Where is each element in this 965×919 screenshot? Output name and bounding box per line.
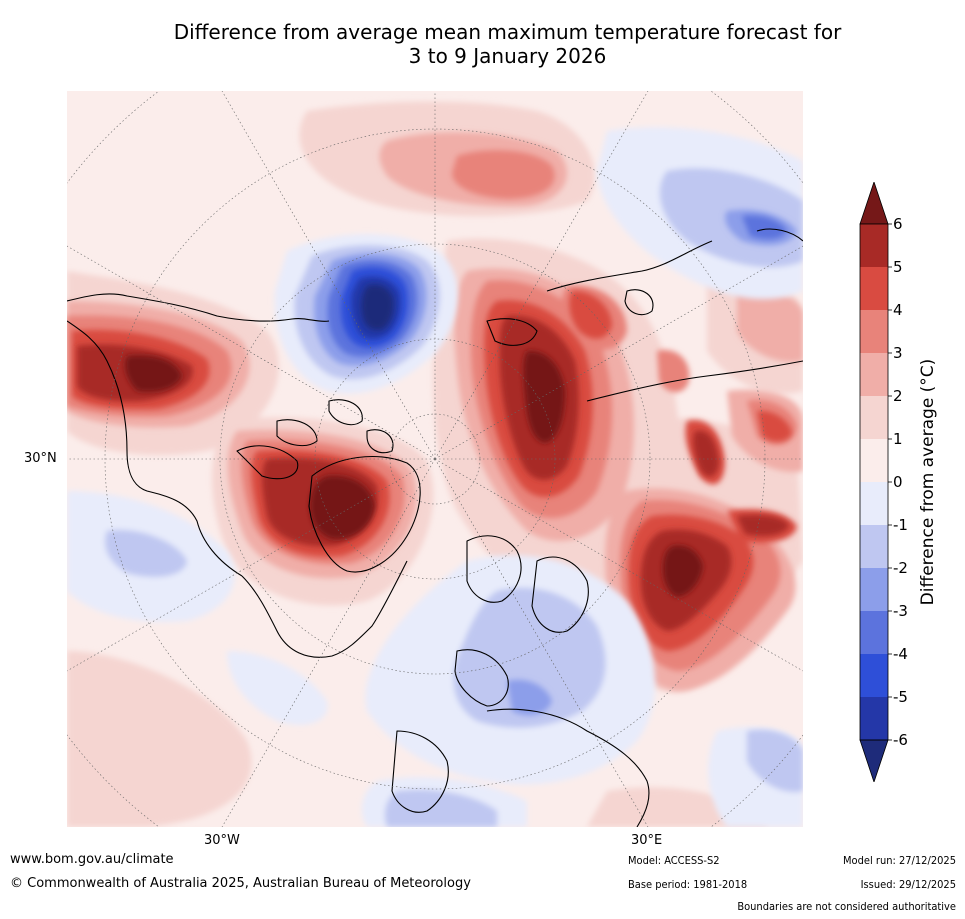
colorbar-tick-label: 0 (893, 473, 903, 491)
latitude-label-30n: 30°N (24, 451, 57, 466)
colorbar-bin (860, 310, 888, 353)
footer-base-period: Base period: 1981-2018 (628, 878, 748, 891)
longitude-label-30e: 30°E (631, 833, 663, 848)
colorbar-tick-label: -1 (893, 516, 908, 534)
longitude-label-30w: 30°W (204, 833, 240, 848)
colorbar-over-triangle (859, 182, 889, 225)
forecast-map (67, 91, 803, 827)
colorbar-tick-label: -3 (893, 602, 908, 620)
colorbar-tick-label: -2 (893, 559, 908, 577)
footer-copyright: © Commonwealth of Australia 2025, Austra… (10, 876, 471, 891)
title-line-2: 3 to 9 January 2026 (408, 44, 607, 68)
colorbar-bin (860, 439, 888, 482)
colorbar-bin (860, 525, 888, 568)
colorbar-under-triangle (859, 739, 889, 782)
colorbar-bin (860, 482, 888, 525)
colorbar-tick-label: 2 (893, 387, 903, 405)
graticule (67, 91, 803, 827)
colorbar-tick-label: -4 (893, 645, 908, 663)
colorbar-bin (860, 611, 888, 654)
colorbar-bin (860, 267, 888, 310)
coastlines (67, 228, 803, 827)
colorbar-bin (860, 568, 888, 611)
footer-url: www.bom.gov.au/climate (10, 852, 174, 867)
footer-issued: Issued: 29/12/2025 (860, 878, 956, 891)
title-line-1: Difference from average mean maximum tem… (173, 20, 842, 44)
colorbar-tick-label: 3 (893, 344, 903, 362)
chart-title: Difference from average mean maximum tem… (60, 20, 955, 68)
colorbar-tick-label: -6 (893, 731, 908, 749)
colorbar: 6 5 4 3 2 1 0 -1 -2 -3 -4 -5 -6 (859, 182, 908, 782)
colorbar-bin (860, 654, 888, 697)
colorbar-tick-label: 1 (893, 430, 903, 448)
colorbar-label: Difference from average (°C) (918, 358, 938, 606)
footer-model-run: Model run: 27/12/2025 (843, 854, 956, 867)
colorbar-tick-label: 4 (893, 301, 903, 319)
footer-model: Model: ACCESS-S2 (628, 854, 720, 867)
colorbar-tick-label: 6 (893, 215, 903, 233)
colorbar-bin (860, 697, 888, 740)
colorbar-bin (860, 353, 888, 396)
footer-disclaimer: Boundaries are not considered authoritat… (737, 900, 956, 913)
colorbar-bin (860, 396, 888, 439)
colorbar-tick-label: -5 (893, 688, 908, 706)
colorbar-tick-label: 5 (893, 258, 903, 276)
colorbar-bin (860, 224, 888, 267)
